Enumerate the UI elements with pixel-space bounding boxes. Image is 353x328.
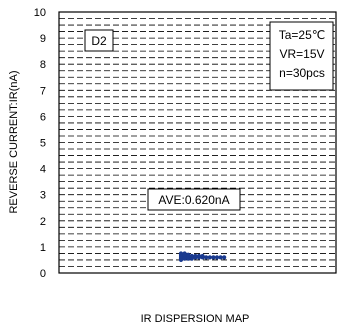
average-label-box: AVE:0.620nA (147, 188, 241, 211)
condition-sample-count: n=30pcs (279, 66, 325, 80)
y-tick-label: 6 (40, 111, 46, 123)
condition-voltage: VR=15V (279, 47, 324, 61)
y-tick-label: 3 (40, 190, 46, 202)
y-tick-label: 4 (40, 164, 46, 176)
data-point (207, 255, 212, 260)
y-tick-label: 10 (34, 7, 46, 19)
average-label: AVE:0.620nA (158, 193, 229, 207)
y-tick-label: 1 (40, 242, 46, 254)
data-point (186, 252, 191, 257)
plot-frame (58, 11, 337, 274)
condition-temperature: Ta=25℃ (279, 28, 326, 42)
y-tick-label: 9 (40, 33, 46, 45)
device-label: D2 (91, 34, 107, 48)
data-points (178, 251, 227, 263)
data-point (204, 255, 209, 260)
data-point (211, 255, 216, 260)
y-tick-label: 5 (40, 138, 46, 150)
y-tick-label: 8 (40, 59, 46, 71)
conditions-box: Ta=25℃ VR=15V n=30pcs (269, 21, 334, 91)
y-tick-label: 0 (40, 268, 46, 280)
data-point (200, 253, 205, 259)
device-label-box: D2 (84, 29, 114, 52)
data-point (193, 253, 198, 259)
y-tick-label: 2 (40, 216, 46, 228)
data-point (182, 251, 187, 256)
data-point (178, 251, 184, 256)
y-tick-labels: 0 1 2 3 4 5 6 7 8 9 10 (34, 7, 46, 280)
data-point (214, 255, 220, 260)
data-point (196, 253, 202, 259)
y-axis-label: REVERSE CURRENT:IR(nA) (8, 70, 20, 213)
chart-title: IR DISPERSION MAP (141, 313, 250, 325)
y-tick-label: 7 (40, 85, 46, 97)
data-point (218, 255, 223, 260)
data-point (222, 255, 227, 260)
data-point (189, 253, 194, 259)
